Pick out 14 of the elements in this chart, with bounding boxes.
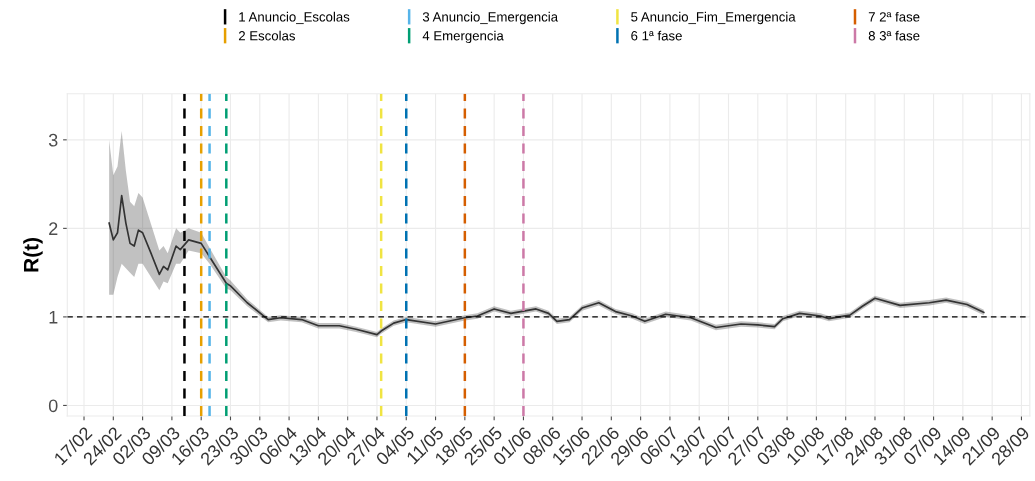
legend-label: 3 Anuncio_Emergencia: [422, 11, 559, 25]
y-tick-label: 2: [49, 222, 58, 235]
legend-label: 2 Escolas: [238, 30, 296, 41]
legend-label: 4 Emergencia: [422, 30, 504, 44]
y-tick-label: 3: [48, 133, 58, 147]
legend-label: 7 2ª fase: [868, 11, 920, 22]
legend-label: 1 Anuncio_Escolas: [239, 11, 350, 25]
y-axis-title: R(t): [23, 238, 43, 272]
y-tick-label: 1: [49, 311, 58, 324]
legend-label: 8 3ª fase: [868, 30, 920, 41]
legend-label: 6 1ª fase: [631, 30, 682, 41]
legend-label: 5 Anuncio_Fim_Emergencia: [631, 11, 796, 25]
line-series: [108, 194, 985, 336]
y-tick-label: 0: [48, 399, 58, 413]
